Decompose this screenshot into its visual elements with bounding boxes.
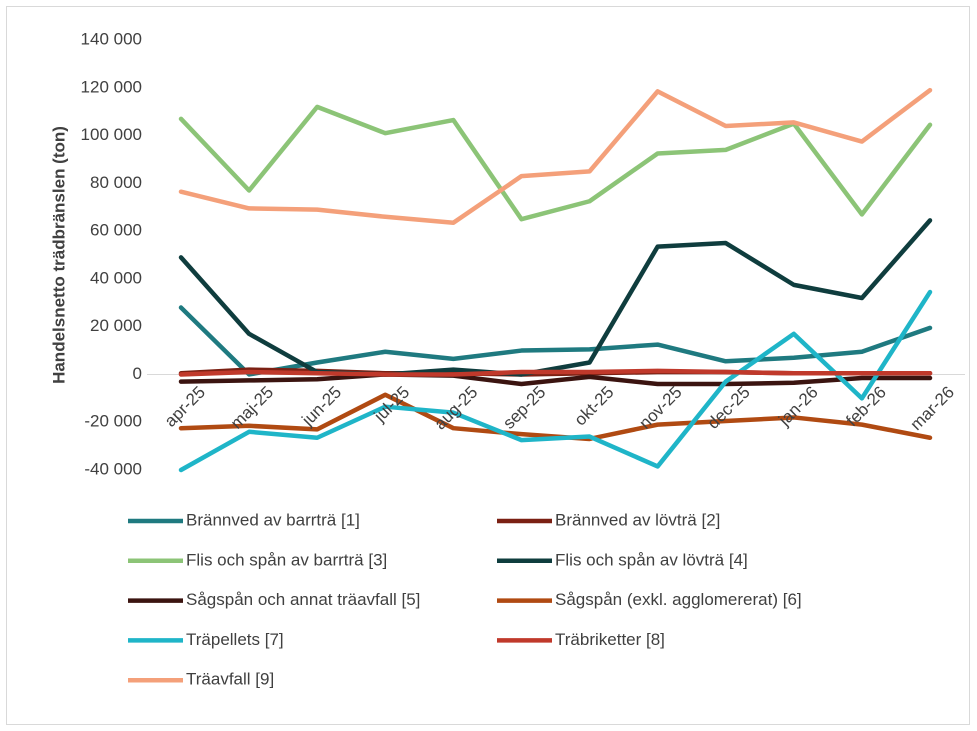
y-tick-label: 80 000 <box>90 173 142 192</box>
series-line <box>178 87 933 225</box>
legend-label: Träavfall [9] <box>186 670 274 689</box>
legend-label: Brännved av barrträ [1] <box>186 510 360 529</box>
y-tick-label: 140 000 <box>81 29 142 48</box>
legend-label: Sågspån (exkl. agglomererat) [6] <box>555 590 802 609</box>
series-line <box>178 289 933 473</box>
y-tick-label: 20 000 <box>90 316 142 335</box>
legend-label: Träbriketter [8] <box>555 630 665 649</box>
y-tick-label: -20 000 <box>84 412 142 431</box>
y-tick-label: 40 000 <box>90 268 142 287</box>
y-tick-label: 60 000 <box>90 221 142 240</box>
y-tick-label: -40 000 <box>84 459 142 478</box>
legend-label: Brännved av lövträ [2] <box>555 510 720 529</box>
legend-label: Sågspån och annat träavfall [5] <box>186 590 420 609</box>
series-line <box>178 104 933 222</box>
y-tick-label: 0 <box>133 364 142 383</box>
y-tick-label: 100 000 <box>81 125 142 144</box>
series-line <box>178 218 933 377</box>
series-line <box>178 368 933 377</box>
y-axis-title: Handelsnetto trädbränslen (ton) <box>49 126 68 384</box>
legend-label: Flis och spån av lövträ [4] <box>555 550 748 569</box>
legend-label: Flis och spån av barrträ [3] <box>186 550 387 569</box>
legend-label: Träpellets [7] <box>186 630 284 649</box>
series-line <box>178 372 933 387</box>
y-tick-label: 120 000 <box>81 77 142 96</box>
